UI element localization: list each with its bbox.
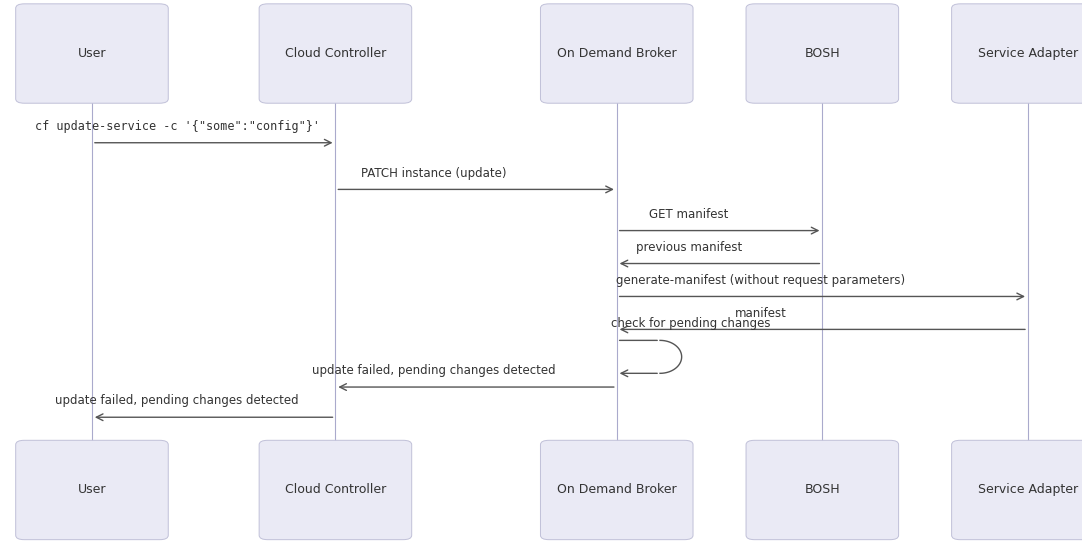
FancyBboxPatch shape bbox=[540, 440, 692, 540]
Text: check for pending changes: check for pending changes bbox=[611, 317, 770, 330]
Text: update failed, pending changes detected: update failed, pending changes detected bbox=[312, 364, 556, 377]
Text: update failed, pending changes detected: update failed, pending changes detected bbox=[55, 394, 299, 407]
Text: BOSH: BOSH bbox=[805, 484, 840, 496]
Text: generate-manifest (without request parameters): generate-manifest (without request param… bbox=[616, 273, 906, 287]
Text: PATCH instance (update): PATCH instance (update) bbox=[361, 166, 506, 180]
Text: BOSH: BOSH bbox=[805, 47, 840, 60]
Text: previous manifest: previous manifest bbox=[635, 240, 742, 254]
Text: Service Adapter: Service Adapter bbox=[978, 484, 1078, 496]
Text: Cloud Controller: Cloud Controller bbox=[285, 484, 386, 496]
FancyBboxPatch shape bbox=[16, 4, 169, 103]
FancyBboxPatch shape bbox=[747, 440, 898, 540]
Text: User: User bbox=[78, 484, 106, 496]
FancyBboxPatch shape bbox=[260, 440, 411, 540]
Text: cf update-service -c '{"some":"config"}': cf update-service -c '{"some":"config"}' bbox=[35, 120, 319, 133]
FancyBboxPatch shape bbox=[952, 4, 1082, 103]
FancyBboxPatch shape bbox=[540, 4, 692, 103]
Text: Cloud Controller: Cloud Controller bbox=[285, 47, 386, 60]
Text: On Demand Broker: On Demand Broker bbox=[557, 484, 676, 496]
FancyBboxPatch shape bbox=[952, 440, 1082, 540]
Text: User: User bbox=[78, 47, 106, 60]
FancyBboxPatch shape bbox=[260, 4, 411, 103]
Text: Service Adapter: Service Adapter bbox=[978, 47, 1078, 60]
Text: GET manifest: GET manifest bbox=[649, 208, 728, 221]
Text: manifest: manifest bbox=[735, 306, 787, 320]
Text: On Demand Broker: On Demand Broker bbox=[557, 47, 676, 60]
FancyBboxPatch shape bbox=[16, 440, 169, 540]
FancyBboxPatch shape bbox=[747, 4, 898, 103]
